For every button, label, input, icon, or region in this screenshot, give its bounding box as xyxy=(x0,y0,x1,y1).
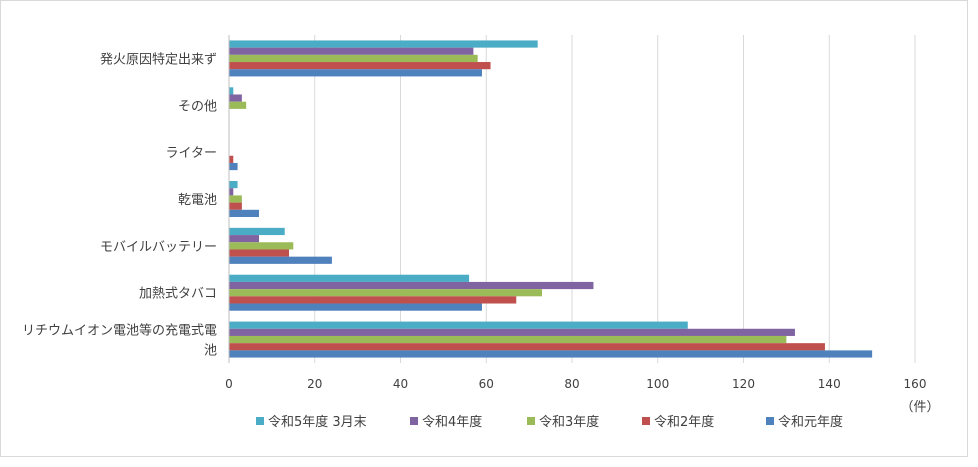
bar-1-4 xyxy=(229,181,238,189)
category-label: ライター xyxy=(166,146,217,161)
bar-4-1 xyxy=(229,62,491,70)
bar-3-7 xyxy=(229,335,787,344)
bar-2-6 xyxy=(229,281,594,290)
grid-lines xyxy=(314,35,916,363)
bar-4-4 xyxy=(229,202,242,210)
bar-2-1 xyxy=(229,47,474,55)
bar-chart: 0 20 40 60 80 100 120 140 160 （件） 発火原因特定出来ずその他ライター… xyxy=(22,35,940,430)
legend-swatch-4 xyxy=(642,417,650,425)
bar-2-4 xyxy=(229,188,234,196)
bar-1-2 xyxy=(229,87,234,95)
bar-2-5 xyxy=(229,235,260,243)
bar-1-5 xyxy=(229,227,285,236)
bar-5-5 xyxy=(229,256,332,264)
category-label: リチウムイオン電池等の充電式電 xyxy=(22,323,217,339)
axes: 0 20 40 60 80 100 120 140 160 （件） 発火原因特定出来ずその他ライター… xyxy=(22,35,940,415)
bar-4-3 xyxy=(229,155,234,163)
bar-2-7 xyxy=(229,328,795,336)
bar-1-1 xyxy=(229,40,538,48)
x-tick-label: 140 xyxy=(818,377,841,391)
category-label: 乾電池 xyxy=(178,193,217,208)
legend-label-1: 令和5年度 3月末 xyxy=(268,414,367,430)
category-label: 発火原因特定出来ず xyxy=(100,52,217,67)
bar-5-4 xyxy=(229,209,260,217)
legend-label-4: 令和2年度 xyxy=(654,414,714,430)
category-label: その他 xyxy=(178,99,217,114)
bars xyxy=(229,40,873,358)
x-tick-label: 120 xyxy=(732,377,755,391)
category-label: モバイルバッテリー xyxy=(100,240,217,255)
x-tick-label: 100 xyxy=(646,377,669,391)
x-tick-label: 160 xyxy=(904,377,927,391)
bar-1-7 xyxy=(229,321,688,329)
legend-swatch-1 xyxy=(256,417,264,425)
x-unit-label: （件） xyxy=(900,400,939,415)
bar-5-1 xyxy=(229,69,482,77)
legend-swatch-3 xyxy=(527,417,535,425)
bar-1-6 xyxy=(229,274,470,282)
bar-4-7 xyxy=(229,343,825,351)
bar-5-7 xyxy=(229,350,873,358)
x-tick-label: 20 xyxy=(307,377,322,391)
bar-3-1 xyxy=(229,54,478,63)
chart-frame: 0 20 40 60 80 100 120 140 160 （件） 発火原因特定出来ずその他ライター… xyxy=(0,0,968,457)
bar-3-6 xyxy=(229,289,542,297)
legend-label-2: 令和4年度 xyxy=(422,414,482,430)
x-tick-label: 40 xyxy=(393,377,408,391)
x-tick-label: 80 xyxy=(564,377,579,391)
bar-3-5 xyxy=(229,242,294,250)
legend-label-3: 令和3年度 xyxy=(539,414,599,430)
x-tick-label: 60 xyxy=(479,377,494,391)
category-label: 加熱式タバコ xyxy=(139,287,217,302)
bar-3-2 xyxy=(229,101,247,109)
bar-5-3 xyxy=(229,162,238,171)
legend-swatch-5 xyxy=(766,417,774,425)
bar-2-2 xyxy=(229,94,242,102)
category-label: 池 xyxy=(204,344,217,359)
legend-label-5: 令和元年度 xyxy=(778,414,843,430)
bar-3-4 xyxy=(229,195,242,203)
legend: 令和5年度 3月末 令和4年度 令和3年度 令和2年度 令和元年度 xyxy=(256,414,843,430)
legend-swatch-2 xyxy=(410,417,418,425)
bar-4-5 xyxy=(229,249,290,257)
bar-4-6 xyxy=(229,296,517,304)
bar-5-6 xyxy=(229,303,482,311)
x-tick-label: 0 xyxy=(225,377,233,391)
